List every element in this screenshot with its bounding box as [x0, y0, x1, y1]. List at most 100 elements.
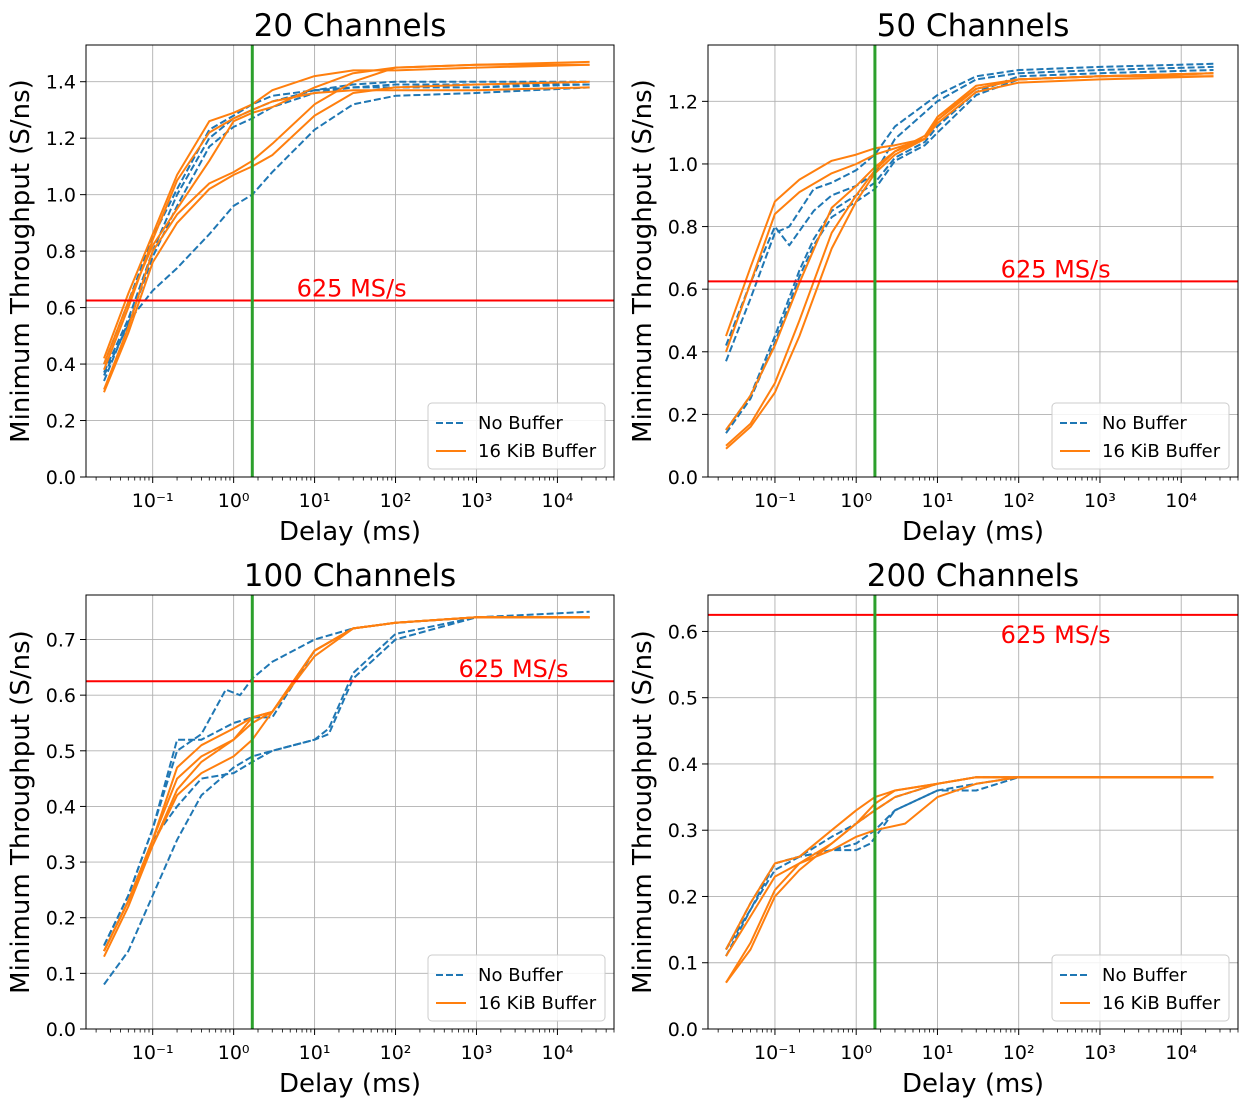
chart-panel-1: 10⁻¹ 10⁰ 10¹ 10² 10³ 10⁴ 0.0 0.2 0.4 0.6 0.8 1.0 1.2…: [6, 8, 615, 547]
legend-label-buffer: 16 KiB Buffer: [478, 441, 597, 462]
axes-frame: [85, 44, 615, 478]
y-tick-label: 0.0: [46, 467, 76, 489]
series-line-no-buffer-1: [103, 80, 590, 373]
y-tick-label: 0.7: [46, 630, 76, 652]
threshold-label: 625 MS/s: [1001, 621, 1111, 649]
y-tick-label: 0.2: [46, 908, 76, 930]
y-tick-label: 0.4: [46, 796, 76, 818]
y-tick-label: 0.1: [668, 953, 698, 975]
legend-label-buffer: 16 KiB Buffer: [478, 993, 597, 1014]
x-tick-label: 10⁴: [1165, 1042, 1197, 1064]
x-axis-label: Delay (ms): [279, 517, 421, 547]
chart-panel-2: 10⁻¹ 10⁰ 10¹ 10² 10³ 10⁴ 0.0 0.2 0.4 0.6 0.8 1.0 1.2…: [628, 8, 1239, 547]
legend-label-buffer: 16 KiB Buffer: [1102, 441, 1221, 462]
chart-title: 200 Channels: [867, 558, 1079, 594]
axes-frame: [707, 44, 1239, 478]
y-tick-label: 1.0: [46, 185, 76, 207]
y-axis-label: Minimum Throughput (S/ns): [6, 630, 36, 994]
y-tick-label: 0.0: [46, 1019, 76, 1041]
y-tick-label: 1.0: [668, 154, 698, 176]
x-tick-label: 10⁴: [542, 1042, 574, 1064]
series-line-no-buffer-4: [103, 616, 590, 952]
legend-box: [1051, 402, 1230, 470]
y-tick-label: 0.3: [668, 820, 698, 842]
legend: No Buffer 16 KiB Buffer: [427, 954, 606, 1022]
series-line-buffer-6: [725, 75, 1214, 353]
x-tick-label: 10⁰: [840, 1042, 872, 1064]
chart-title: 100 Channels: [244, 558, 456, 594]
series-line-no-buffer-1: [725, 62, 1214, 362]
y-tick-label: 1.2: [668, 91, 698, 113]
y-tick-label: 0.4: [46, 354, 76, 376]
chart-panel-4: 10⁻¹ 10⁰ 10¹ 10² 10³ 10⁴ 0.0 0.1 0.2 0.3 0.4 0.5 0.6…: [628, 558, 1239, 1099]
threshold-label: 625 MS/s: [1001, 255, 1111, 283]
series-line-buffer-5: [725, 776, 1214, 984]
axes-frame: [85, 594, 615, 1030]
x-tick-label: 10³: [1084, 1042, 1116, 1064]
y-tick-label: 0.0: [668, 1019, 698, 1041]
series-line-no-buffer-3: [103, 610, 590, 986]
x-tick-label: 10²: [1003, 1042, 1035, 1064]
y-axis-label: Minimum Throughput (S/ns): [628, 79, 658, 443]
chart-title: 20 Channels: [254, 8, 447, 44]
x-axis-label: Delay (ms): [279, 1069, 421, 1099]
x-tick-label: 10³: [461, 1042, 493, 1064]
series-line-buffer-7: [725, 776, 1214, 957]
x-tick-label: 10¹: [299, 490, 331, 512]
legend: No Buffer 16 KiB Buffer: [427, 402, 606, 470]
series-line-buffer-7: [103, 60, 590, 390]
y-tick-label: 0.8: [668, 217, 698, 239]
series-line-no-buffer-2: [103, 83, 590, 376]
x-tick-label: 10³: [1084, 490, 1116, 512]
legend: No Buffer 16 KiB Buffer: [1051, 954, 1230, 1022]
y-tick-label: 0.6: [668, 279, 698, 301]
legend-box: [427, 402, 606, 470]
series-group: [103, 60, 590, 393]
y-tick-label: 0.6: [668, 621, 698, 643]
y-tick-label: 0.0: [668, 467, 698, 489]
y-tick-label: 0.6: [46, 685, 76, 707]
series-line-no-buffer-2: [725, 65, 1214, 346]
series-group: [725, 776, 1214, 984]
legend-label-buffer: 16 KiB Buffer: [1102, 993, 1221, 1014]
legend-box: [427, 954, 606, 1022]
x-tick-label: 10⁰: [218, 490, 250, 512]
series-line-buffer-8: [103, 80, 590, 393]
y-tick-label: 0.4: [668, 342, 698, 364]
y-tick-label: 0.6: [46, 298, 76, 320]
series-line-buffer-9: [725, 72, 1214, 431]
series-group: [725, 62, 1214, 450]
chart-title: 50 Channels: [877, 8, 1070, 44]
y-axis-label: Minimum Throughput (S/ns): [628, 630, 658, 994]
x-tick-label: 10²: [380, 490, 412, 512]
x-tick-label: 10¹: [922, 490, 954, 512]
x-tick-label: 10⁻¹: [132, 1042, 174, 1064]
x-tick-label: 10⁻¹: [754, 1042, 796, 1064]
x-tick-label: 10⁻¹: [754, 490, 796, 512]
series-line-buffer-9: [103, 86, 590, 371]
y-tick-label: 1.4: [46, 72, 76, 94]
y-tick-label: 0.2: [668, 886, 698, 908]
y-axis-label: Minimum Throughput (S/ns): [6, 79, 36, 443]
x-tick-label: 10²: [1003, 490, 1035, 512]
y-tick-label: 0.1: [46, 963, 76, 985]
y-tick-label: 0.5: [46, 741, 76, 763]
threshold-label: 625 MS/s: [459, 655, 569, 683]
series-line-no-buffer-4: [725, 72, 1214, 434]
series-line-buffer-7: [725, 72, 1214, 447]
x-tick-label: 10⁴: [542, 490, 574, 512]
y-tick-label: 0.2: [668, 404, 698, 426]
y-tick-label: 0.3: [46, 852, 76, 874]
axes-frame: [707, 594, 1239, 1030]
series-line-no-buffer-3: [725, 776, 1214, 957]
legend-label-no-buffer: No Buffer: [1102, 413, 1187, 434]
series-line-buffer-5: [725, 72, 1214, 337]
y-tick-label: 1.2: [46, 128, 76, 150]
legend-box: [1051, 954, 1230, 1022]
x-tick-label: 10⁻¹: [132, 490, 174, 512]
x-tick-label: 10²: [380, 1042, 412, 1064]
x-tick-label: 10⁰: [840, 490, 872, 512]
legend-label-no-buffer: No Buffer: [1102, 965, 1187, 986]
